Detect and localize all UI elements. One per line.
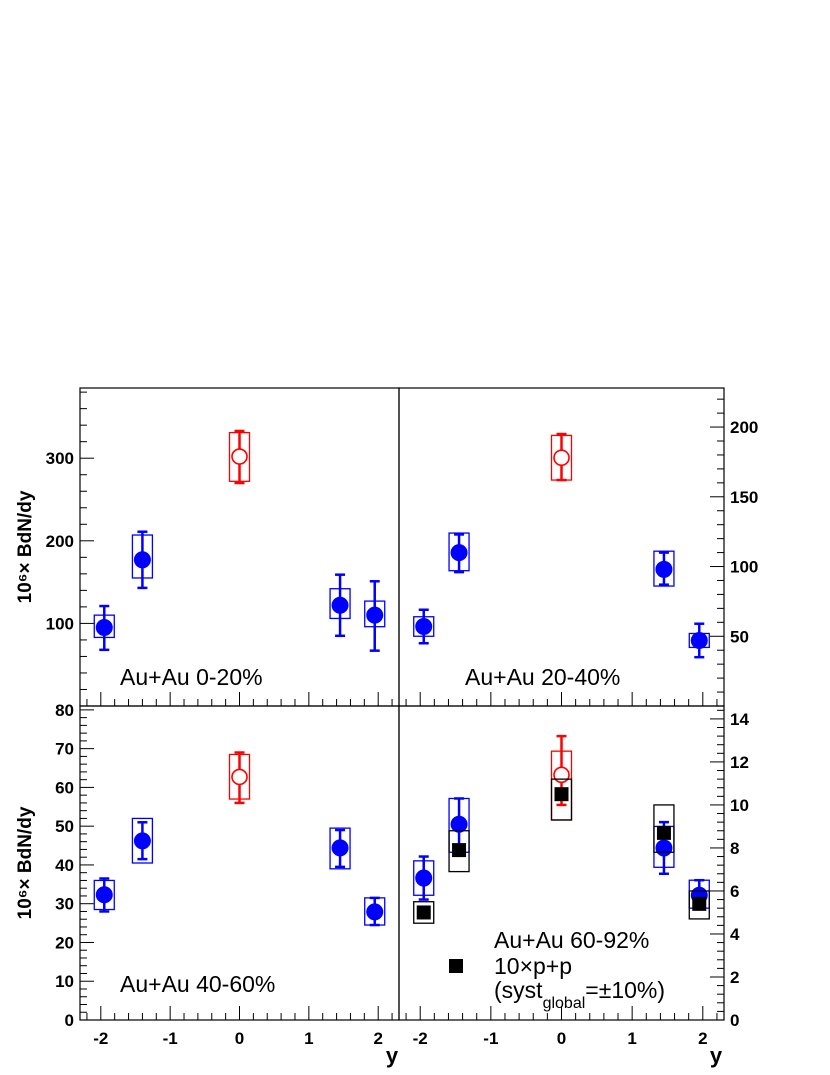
- y-tick-label: 20: [55, 933, 74, 952]
- data-point: [231, 768, 248, 786]
- y-tick-label: 300: [46, 449, 74, 468]
- data-point: [450, 544, 468, 562]
- data-point: [553, 449, 570, 467]
- y-tick-label: 50: [55, 817, 74, 836]
- data-point: [655, 839, 673, 857]
- systematic-box: [131, 817, 154, 864]
- y-tick-label: 12: [730, 753, 749, 772]
- panel-2: 50 100 150 200 Au+Au 20-40%: [398, 387, 758, 707]
- x-tick-label: 1: [304, 1029, 313, 1048]
- y-axis-title: 10⁶× BdN/dy: [15, 490, 36, 603]
- y-tick-label: 10: [730, 796, 749, 815]
- panel-label: Au+Au 60-92%: [494, 927, 649, 953]
- systematic-box: [329, 827, 351, 870]
- y-tick-label: 8: [730, 839, 739, 858]
- series-filled-circle: [93, 530, 386, 652]
- legend: 10×p+p(systglobal=±10%): [449, 953, 665, 1012]
- y-axis-title: 10⁶× BdN/dy: [15, 806, 36, 919]
- x-tick-label: 1: [627, 1029, 636, 1048]
- y-tick-label: 4: [730, 925, 740, 944]
- y-tick-label: 80: [55, 701, 74, 720]
- panel-label: Au+Au 20-40%: [465, 664, 620, 690]
- series-open-circle: [228, 751, 251, 805]
- data-point: [416, 905, 431, 920]
- x-axis-title: y: [710, 1043, 723, 1068]
- y-tick-label: 50: [730, 627, 749, 646]
- x-tick-label: 2: [373, 1029, 382, 1048]
- y-tick-label: 150: [730, 488, 758, 507]
- series-open-circle: [228, 429, 251, 485]
- data-point: [133, 551, 151, 569]
- data-point: [553, 766, 570, 784]
- x-tick-label: 0: [235, 1029, 244, 1048]
- y-tick-label: 40: [55, 856, 74, 875]
- series-filled-circle: [413, 532, 710, 659]
- y-tick-label: 0: [65, 1011, 74, 1030]
- panel-label: Au+Au 40-60%: [120, 971, 275, 997]
- y-tick-label: 60: [55, 778, 74, 797]
- x-tick-label: -1: [163, 1029, 178, 1048]
- data-point: [692, 896, 707, 911]
- series-open-circle: [550, 432, 573, 482]
- data-point: [554, 787, 569, 802]
- x-tick-label: -1: [483, 1029, 498, 1048]
- x-tick-label: 0: [557, 1029, 566, 1048]
- series-filled-circle: [93, 817, 386, 927]
- data-point: [452, 843, 467, 858]
- panel-label: Au+Au 0-20%: [120, 664, 263, 690]
- y-tick-label: 200: [730, 418, 758, 437]
- data-point: [415, 869, 433, 887]
- data-point: [656, 825, 671, 840]
- x-axis-title: y: [386, 1043, 399, 1068]
- data-point: [95, 886, 113, 904]
- x-tick-label: 2: [698, 1029, 707, 1048]
- data-point: [415, 618, 433, 635]
- y-tick-label: 30: [55, 895, 74, 914]
- data-point: [366, 606, 384, 624]
- data-point: [690, 631, 708, 649]
- y-tick-label: 0: [730, 1011, 739, 1030]
- systematic-box: [550, 778, 573, 821]
- systematic-box: [448, 830, 470, 873]
- y-tick-label: 70: [55, 740, 74, 759]
- data-point: [231, 448, 248, 465]
- systematic-box: [413, 901, 435, 924]
- legend-pp-label: 10×p+p: [494, 953, 572, 979]
- y-tick-label: 200: [46, 532, 74, 551]
- legend-marker: [449, 959, 463, 973]
- legend-syst-label: (systglobal=±10%): [494, 977, 665, 1012]
- systematic-box: [653, 804, 675, 853]
- data-point: [331, 839, 349, 857]
- systematic-box: [688, 890, 710, 920]
- data-point: [655, 560, 673, 578]
- y-tick-label: 2: [730, 968, 739, 987]
- series-open-circle: [550, 734, 573, 821]
- data-point: [133, 832, 151, 850]
- data-point: [366, 903, 384, 921]
- panel-3: 0 10 20 30 40 50 60 70 80 -2 -1 0 1 2 Au+Au 40-60% 10⁶×…: [15, 701, 400, 1068]
- y-tick-label: 6: [730, 882, 739, 901]
- y-tick-label: 100: [730, 558, 758, 577]
- data-point: [450, 815, 468, 833]
- y-tick-label: 14: [730, 710, 749, 729]
- panel-1: 100 200 300 Au+Au 0-20% 10⁶× BdN/dy: [15, 387, 400, 707]
- x-tick-label: -2: [413, 1029, 428, 1048]
- y-tick-label: 10: [55, 972, 74, 991]
- systematic-box: [653, 550, 675, 587]
- y-tick-label: 100: [46, 614, 74, 633]
- data-point: [331, 596, 349, 614]
- data-point: [95, 619, 113, 637]
- x-tick-label: -2: [93, 1029, 108, 1048]
- series-filled-square: [413, 778, 710, 924]
